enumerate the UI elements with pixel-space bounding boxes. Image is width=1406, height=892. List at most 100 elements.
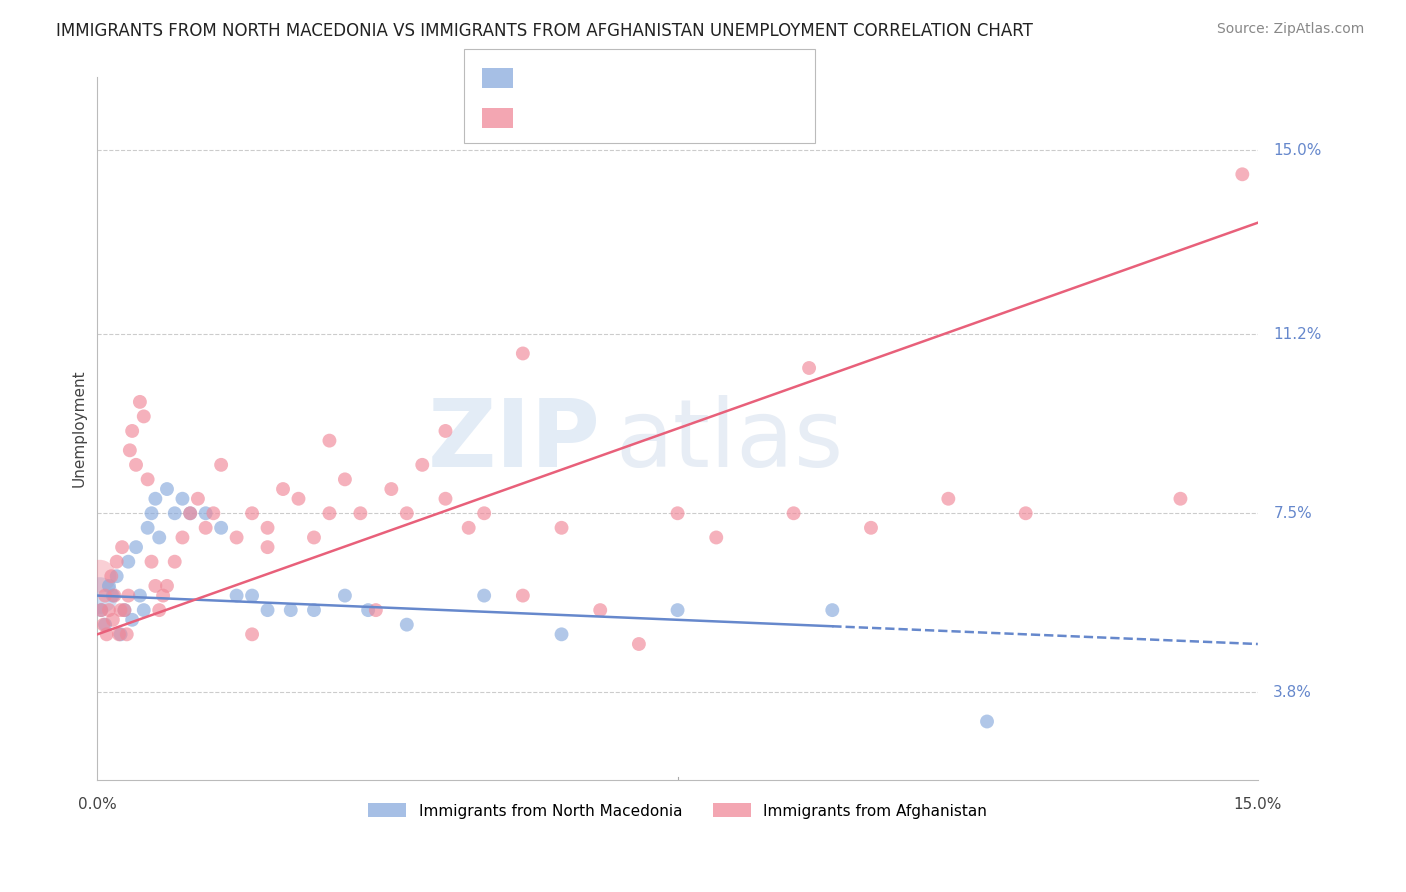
Legend: Immigrants from North Macedonia, Immigrants from Afghanistan: Immigrants from North Macedonia, Immigra… xyxy=(363,797,993,824)
Point xyxy=(318,434,340,448)
Point xyxy=(129,589,152,603)
Point xyxy=(101,589,124,603)
Point xyxy=(411,458,433,472)
Text: IMMIGRANTS FROM NORTH MACEDONIA VS IMMIGRANTS FROM AFGHANISTAN UNEMPLOYMENT CORR: IMMIGRANTS FROM NORTH MACEDONIA VS IMMIG… xyxy=(56,22,1033,40)
Point xyxy=(145,579,167,593)
Text: 15.0%: 15.0% xyxy=(1233,797,1282,812)
Point xyxy=(100,569,122,583)
Point xyxy=(105,555,128,569)
Point xyxy=(103,589,125,603)
Text: 11.2%: 11.2% xyxy=(1274,326,1322,342)
Text: N =: N = xyxy=(654,70,688,85)
Point xyxy=(240,506,263,520)
Point xyxy=(333,472,356,486)
Point xyxy=(271,482,294,496)
Point xyxy=(97,579,120,593)
Point xyxy=(395,617,418,632)
Text: -0.087: -0.087 xyxy=(562,70,617,85)
Point xyxy=(94,617,117,632)
Text: R =: R = xyxy=(522,70,555,85)
Point xyxy=(152,589,174,603)
Point xyxy=(666,603,689,617)
Point xyxy=(121,424,143,438)
Point xyxy=(179,506,201,520)
Point xyxy=(125,540,148,554)
Point xyxy=(121,613,143,627)
Point xyxy=(194,506,217,520)
Point xyxy=(512,589,534,603)
Point xyxy=(225,531,247,545)
Point xyxy=(1232,167,1254,181)
Point xyxy=(179,506,201,520)
Point xyxy=(380,482,402,496)
Point xyxy=(209,458,232,472)
Point xyxy=(256,521,278,535)
Point xyxy=(280,603,302,617)
Point xyxy=(194,521,217,535)
Point xyxy=(110,627,132,641)
Point xyxy=(202,506,225,520)
Y-axis label: Unemployment: Unemployment xyxy=(72,369,86,487)
Text: 67: 67 xyxy=(693,110,714,125)
Point xyxy=(90,603,112,617)
Point xyxy=(111,540,134,554)
Point xyxy=(172,491,194,506)
Point xyxy=(108,627,131,641)
Point xyxy=(589,603,612,617)
Point xyxy=(364,603,387,617)
Text: 35: 35 xyxy=(693,70,714,85)
Point xyxy=(240,627,263,641)
Point xyxy=(141,506,163,520)
Text: 3.8%: 3.8% xyxy=(1274,685,1312,700)
Point xyxy=(156,579,179,593)
Point xyxy=(859,521,882,535)
Point xyxy=(472,589,495,603)
Point xyxy=(93,617,115,632)
Point xyxy=(136,521,159,535)
Point xyxy=(94,589,117,603)
Point xyxy=(112,603,135,617)
Point xyxy=(240,589,263,603)
Point xyxy=(472,506,495,520)
Point xyxy=(115,627,138,641)
Point xyxy=(395,506,418,520)
Point xyxy=(105,569,128,583)
Point xyxy=(117,589,139,603)
Point xyxy=(97,603,120,617)
Point xyxy=(318,506,340,520)
Point xyxy=(89,589,111,603)
Point xyxy=(110,603,132,617)
Text: Source: ZipAtlas.com: Source: ZipAtlas.com xyxy=(1216,22,1364,37)
Point xyxy=(148,603,170,617)
Point xyxy=(256,603,278,617)
Text: 7.5%: 7.5% xyxy=(1274,506,1312,521)
Point xyxy=(333,589,356,603)
Point xyxy=(434,424,457,438)
Point xyxy=(302,531,325,545)
Point xyxy=(156,482,179,496)
Text: ZIP: ZIP xyxy=(427,394,600,487)
Point xyxy=(118,443,141,458)
Point xyxy=(209,521,232,535)
Point xyxy=(704,531,727,545)
Point xyxy=(666,506,689,520)
Point xyxy=(550,627,572,641)
Point xyxy=(936,491,959,506)
Point xyxy=(89,569,111,583)
Point xyxy=(101,613,124,627)
Point xyxy=(187,491,209,506)
Point xyxy=(132,409,155,424)
Text: atlas: atlas xyxy=(616,394,844,487)
Point xyxy=(125,458,148,472)
Point xyxy=(172,531,194,545)
Point xyxy=(357,603,380,617)
Point xyxy=(136,472,159,486)
Point xyxy=(256,540,278,554)
Point xyxy=(821,603,844,617)
Point xyxy=(90,603,112,617)
Point xyxy=(434,491,457,506)
Text: R =: R = xyxy=(522,110,555,125)
Point xyxy=(797,361,820,376)
Point xyxy=(302,603,325,617)
Text: 0.536: 0.536 xyxy=(562,110,610,125)
